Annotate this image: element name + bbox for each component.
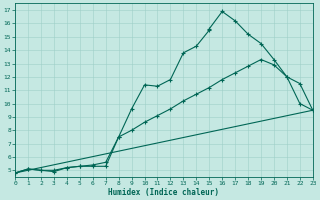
X-axis label: Humidex (Indice chaleur): Humidex (Indice chaleur) (108, 188, 220, 197)
